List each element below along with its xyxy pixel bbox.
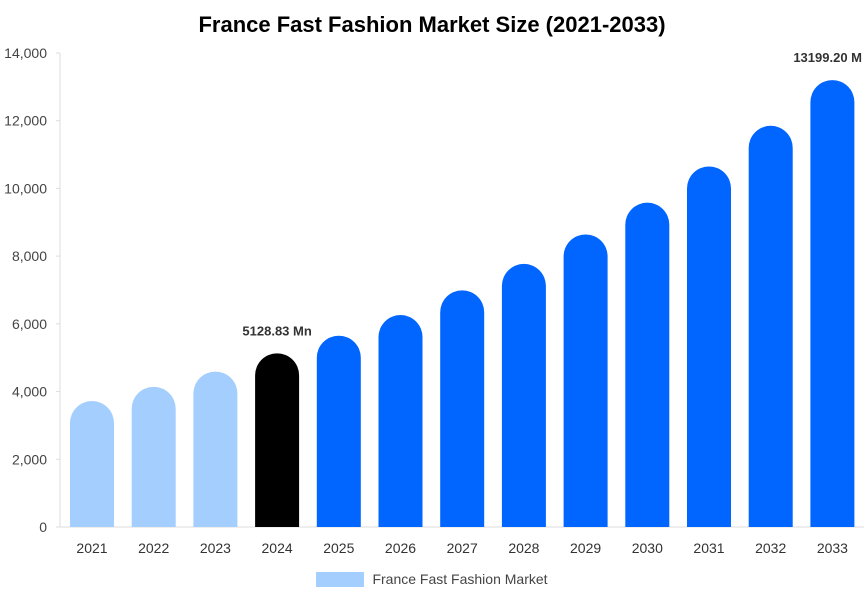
y-tick-label: 12,000 bbox=[4, 113, 47, 129]
x-tick-label: 2028 bbox=[508, 540, 539, 556]
bar-2029 bbox=[563, 234, 608, 527]
legend-swatch bbox=[316, 571, 365, 587]
bar-2027 bbox=[440, 290, 485, 527]
legend-label: France Fast Fashion Market bbox=[372, 571, 548, 587]
x-tick-label: 2023 bbox=[200, 540, 231, 556]
chart-title: France Fast Fashion Market Size (2021-20… bbox=[198, 12, 666, 37]
legend[interactable]: France Fast Fashion Market bbox=[0, 571, 864, 587]
y-tick-label: 10,000 bbox=[4, 180, 47, 196]
y-tick-label: 8,000 bbox=[12, 248, 47, 264]
bar-2030 bbox=[625, 202, 670, 528]
x-tick-label: 2029 bbox=[570, 540, 601, 556]
y-tick-label: 0 bbox=[39, 519, 47, 535]
x-tick-label: 2033 bbox=[817, 540, 848, 556]
x-tick-label: 2030 bbox=[632, 540, 663, 556]
x-tick-label: 2027 bbox=[447, 540, 478, 556]
x-tick-label: 2032 bbox=[755, 540, 786, 556]
data-label: 13199.20 M bbox=[793, 50, 862, 65]
x-tick-label: 2022 bbox=[138, 540, 169, 556]
bar-2032 bbox=[748, 125, 793, 528]
y-tick-label: 14,000 bbox=[4, 45, 47, 61]
y-tick-label: 6,000 bbox=[12, 316, 47, 332]
x-tick-label: 2024 bbox=[262, 540, 293, 556]
bar-2031 bbox=[687, 166, 731, 527]
bar-2025 bbox=[316, 335, 361, 527]
bar-2028 bbox=[501, 263, 546, 527]
x-tick-label: 2031 bbox=[693, 540, 724, 556]
bar-2033 bbox=[810, 80, 855, 528]
y-tick-label: 2,000 bbox=[12, 451, 47, 467]
y-tick-label: 4,000 bbox=[12, 384, 47, 400]
bar-2022 bbox=[131, 386, 176, 527]
bar-2021 bbox=[70, 401, 114, 527]
data-label: 5128.83 Mn bbox=[242, 323, 311, 338]
bar-2026 bbox=[378, 315, 423, 527]
bar-2024 bbox=[255, 353, 300, 527]
bar-2023 bbox=[193, 371, 238, 527]
x-tick-label: 2025 bbox=[323, 540, 354, 556]
x-tick-label: 2026 bbox=[385, 540, 416, 556]
x-tick-label: 2021 bbox=[76, 540, 107, 556]
